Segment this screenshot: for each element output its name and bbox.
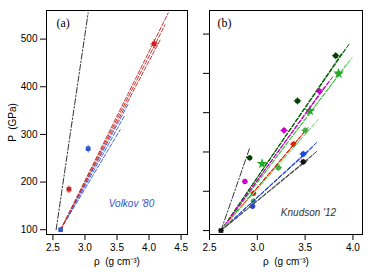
svg-text:3.5: 3.5	[298, 242, 312, 253]
svg-text:200: 200	[21, 176, 38, 187]
svg-text:P (GPa): P (GPa)	[7, 103, 18, 142]
svg-text:Volkov '80: Volkov '80	[109, 198, 155, 209]
svg-text:3.5: 3.5	[110, 242, 124, 253]
svg-text:4.0: 4.0	[142, 242, 156, 253]
svg-text:4.0: 4.0	[346, 242, 360, 253]
svg-text:2.5: 2.5	[46, 242, 60, 253]
svg-text:(b): (b)	[218, 16, 232, 30]
svg-text:2.5: 2.5	[203, 242, 217, 253]
svg-text:300: 300	[21, 129, 38, 140]
svg-text:ρ (g cm⁻³): ρ (g cm⁻³)	[263, 256, 309, 267]
svg-text:3.0: 3.0	[250, 242, 264, 253]
svg-text:3.0: 3.0	[78, 242, 92, 253]
svg-text:(a): (a)	[57, 16, 70, 30]
svg-text:4.5: 4.5	[174, 242, 188, 253]
svg-text:400: 400	[21, 81, 38, 92]
svg-text:Knudson '12: Knudson '12	[281, 207, 337, 218]
svg-text:100: 100	[21, 224, 38, 235]
svg-text:ρ (g cm⁻³): ρ (g cm⁻³)	[94, 256, 140, 267]
svg-text:500: 500	[21, 33, 38, 44]
